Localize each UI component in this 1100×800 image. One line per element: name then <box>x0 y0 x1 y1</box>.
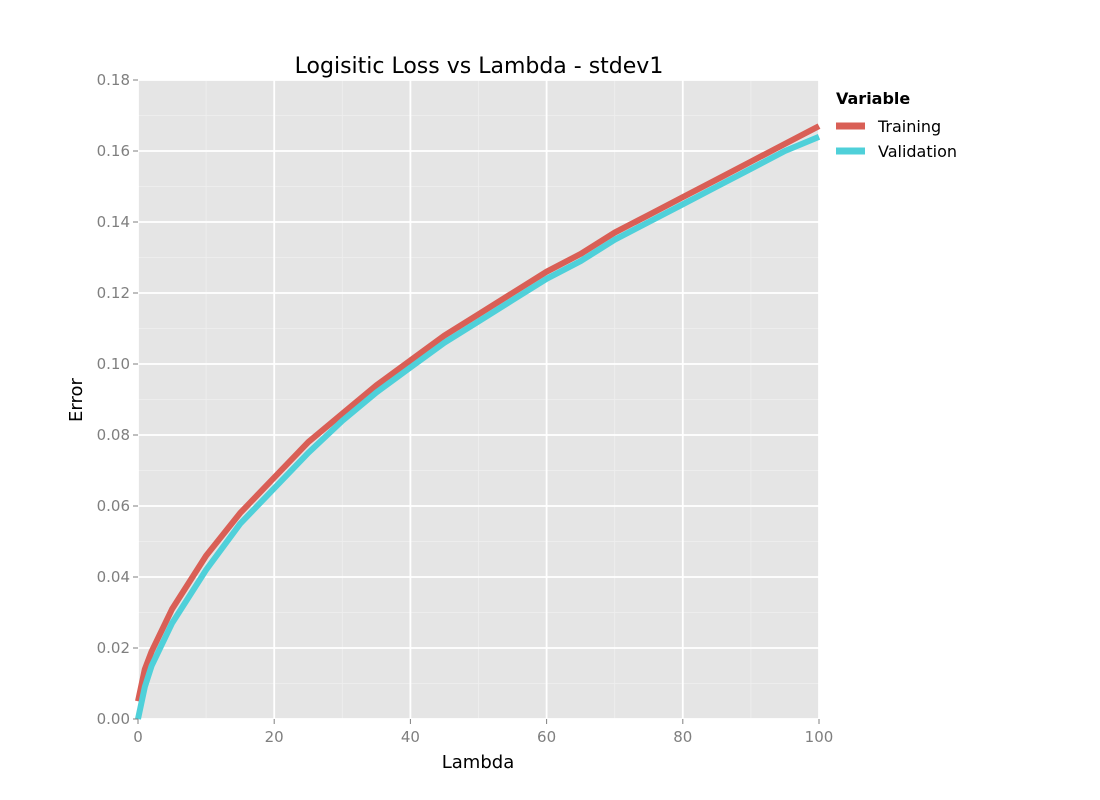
x-tick-label: 40 <box>401 728 420 746</box>
y-tick-label: 0.00 <box>97 710 130 728</box>
x-tick-label: 0 <box>133 728 143 746</box>
x-axis: 0 20 40 60 80 100 <box>133 719 833 746</box>
y-tick-label: 0.02 <box>97 639 130 657</box>
grid-minor <box>138 80 819 719</box>
y-tick-label: 0.16 <box>97 142 130 160</box>
y-tick-label: 0.08 <box>97 426 130 444</box>
x-tick-label: 80 <box>673 728 692 746</box>
legend-label-training: Training <box>877 117 941 136</box>
y-tick-label: 0.14 <box>97 213 130 231</box>
y-tick-label: 0.12 <box>97 284 130 302</box>
legend-items: Training Validation <box>836 117 957 161</box>
y-tick-label: 0.18 <box>97 71 130 89</box>
series-lines <box>135 123 821 720</box>
y-axis-label: Error <box>66 377 87 421</box>
grid-major <box>137 79 820 720</box>
legend-title: Variable <box>836 89 910 108</box>
legend-label-validation: Validation <box>878 142 957 161</box>
series-line-training <box>135 123 821 702</box>
legend: Variable Training Validation <box>836 89 957 161</box>
y-tick-label: 0.06 <box>97 497 130 515</box>
y-tick-label: 0.04 <box>97 568 130 586</box>
x-axis-label: Lambda <box>442 752 514 773</box>
x-tick-label: 20 <box>265 728 284 746</box>
y-tick-label: 0.10 <box>97 355 130 373</box>
x-tick-label: 60 <box>537 728 556 746</box>
chart-title: Logisitic Loss vs Lambda - stdev1 <box>295 54 664 79</box>
series-line-validation <box>135 134 821 720</box>
x-tick-label: 100 <box>805 728 834 746</box>
y-axis: 0.00 0.02 0.04 0.06 0.08 0.10 0.12 0.14 0.16 0.18 <box>97 71 138 728</box>
